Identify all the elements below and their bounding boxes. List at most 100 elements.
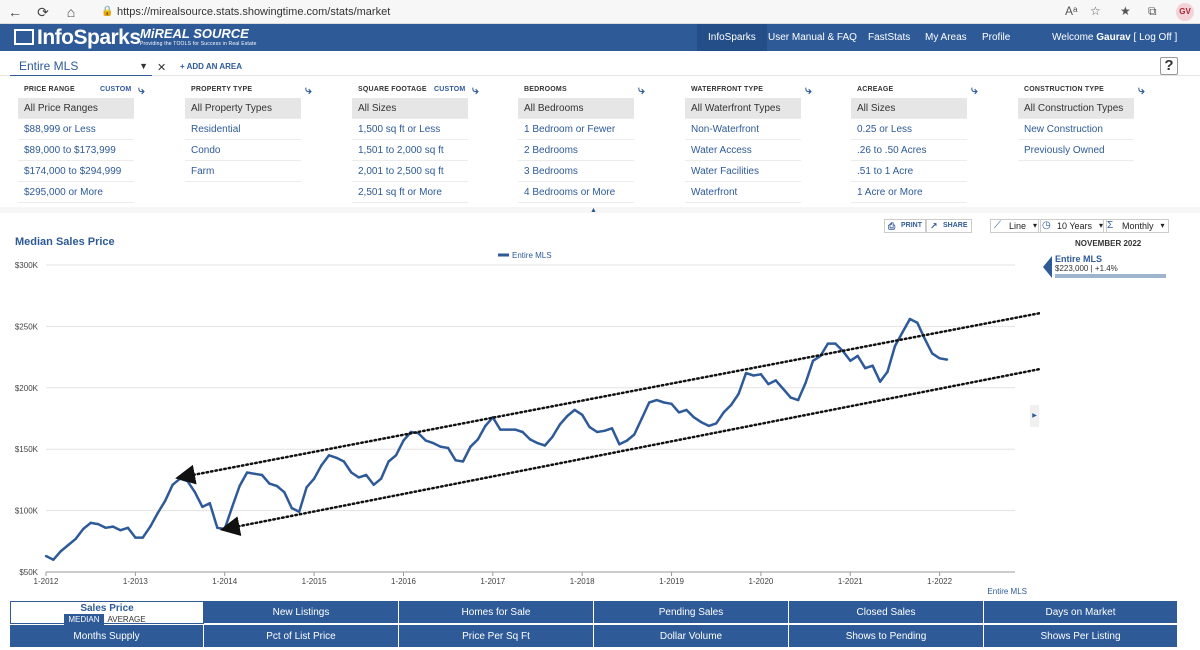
filter-option[interactable]: Farm: [185, 161, 301, 182]
filter-option[interactable]: All Waterfront Types: [685, 98, 801, 119]
data-point[interactable]: [327, 454, 331, 457]
data-point[interactable]: [595, 430, 599, 434]
data-point[interactable]: [849, 359, 852, 362]
area-select[interactable]: Entire MLS ▼: [10, 56, 152, 76]
data-point[interactable]: [625, 439, 629, 442]
metric-tab-shows-per-listing[interactable]: Shows Per Listing: [984, 625, 1178, 648]
collections-icon[interactable]: ⧉: [1148, 4, 1157, 18]
metric-tab-days-on-market[interactable]: Days on Market: [984, 601, 1178, 624]
apply-filter-icon[interactable]: ⤷: [1138, 83, 1145, 97]
data-point[interactable]: [901, 331, 904, 334]
data-point[interactable]: [573, 408, 576, 412]
nav-infosparks[interactable]: InfoSparks: [697, 24, 767, 51]
metric-tab-dollar-volume[interactable]: Dollar Volume: [594, 625, 789, 648]
data-point[interactable]: [126, 526, 130, 529]
data-point[interactable]: [379, 477, 383, 480]
data-point[interactable]: [536, 441, 539, 445]
nav-user-manual[interactable]: User Manual & FAQ: [768, 32, 857, 43]
filter-option[interactable]: Water Facilities: [685, 161, 801, 182]
data-point[interactable]: [238, 484, 241, 488]
data-point[interactable]: [484, 424, 487, 428]
data-point[interactable]: [305, 486, 308, 489]
nav-profile[interactable]: Profile: [982, 32, 1011, 43]
data-point[interactable]: [558, 423, 562, 426]
nav-my-areas[interactable]: My Areas: [925, 32, 967, 43]
data-point[interactable]: [878, 380, 882, 383]
filter-option[interactable]: $89,000 to $173,999: [18, 140, 134, 161]
data-point[interactable]: [253, 472, 256, 475]
data-point[interactable]: [893, 344, 897, 348]
data-point[interactable]: [96, 522, 100, 526]
data-point[interactable]: [729, 403, 733, 407]
apply-filter-icon[interactable]: ⤷: [805, 83, 812, 97]
filter-option[interactable]: 3 Bedrooms: [518, 161, 634, 182]
data-point[interactable]: [700, 420, 703, 424]
filter-option[interactable]: New Construction: [1018, 119, 1134, 140]
data-point[interactable]: [156, 511, 159, 515]
data-point[interactable]: [119, 529, 122, 532]
filter-option[interactable]: All Property Types: [185, 98, 301, 119]
logoff-link[interactable]: [ Log Off ]: [1133, 32, 1178, 43]
data-point[interactable]: [350, 471, 353, 474]
data-point[interactable]: [163, 499, 167, 502]
data-point[interactable]: [275, 484, 279, 488]
data-point[interactable]: [796, 398, 800, 402]
filter-option[interactable]: 1 Bedroom or Fewer: [518, 119, 634, 140]
data-point[interactable]: [245, 471, 249, 474]
data-point[interactable]: [871, 364, 874, 367]
data-point[interactable]: [193, 490, 197, 494]
series-line-entire-mls[interactable]: [45, 317, 948, 561]
data-point[interactable]: [603, 429, 606, 432]
data-point[interactable]: [856, 354, 859, 358]
data-point[interactable]: [74, 537, 77, 541]
add-area-link[interactable]: + ADD AN AREA: [180, 62, 243, 71]
filter-option[interactable]: $88,999 or Less: [18, 119, 134, 140]
back-arrow-icon[interactable]: ←: [8, 4, 22, 20]
custom-filter-link[interactable]: CUSTOM: [100, 86, 132, 93]
data-point[interactable]: [752, 374, 755, 377]
metric-tab-shows-to-pending[interactable]: Shows to Pending: [789, 625, 984, 648]
data-point[interactable]: [201, 505, 204, 509]
metric-tab-months-supply[interactable]: Months Supply: [10, 625, 204, 648]
data-point[interactable]: [551, 435, 554, 439]
address-bar[interactable]: 🔒 https://mirealsource.stats.showingtime…: [95, 2, 1055, 22]
filter-option[interactable]: 1,501 to 2,000 sq ft: [352, 140, 468, 161]
data-point[interactable]: [394, 454, 398, 457]
data-point[interactable]: [506, 428, 509, 431]
filter-option[interactable]: 0.25 or Less: [851, 119, 967, 140]
metric-tab-pct-of-list-price[interactable]: Pct of List Price: [204, 625, 399, 648]
data-point[interactable]: [186, 479, 189, 483]
data-point[interactable]: [297, 510, 301, 514]
share-button[interactable]: ↗ SHARE: [926, 219, 972, 233]
filter-option[interactable]: Residential: [185, 119, 301, 140]
data-point[interactable]: [260, 473, 264, 477]
data-point[interactable]: [141, 536, 145, 539]
favorites-bar-icon[interactable]: ★: [1120, 4, 1131, 18]
data-point[interactable]: [439, 445, 442, 448]
data-point[interactable]: [134, 536, 137, 539]
metric-tab-new-listings[interactable]: New Listings: [204, 601, 399, 624]
data-point[interactable]: [662, 401, 666, 404]
apply-filter-icon[interactable]: ⤷: [638, 83, 645, 97]
filter-option[interactable]: All Construction Types: [1018, 98, 1134, 119]
data-point[interactable]: [543, 444, 547, 447]
data-point[interactable]: [149, 525, 152, 528]
data-point[interactable]: [111, 525, 115, 528]
print-button[interactable]: ⎙ PRINT: [884, 219, 926, 233]
data-point[interactable]: [312, 477, 316, 480]
data-point[interactable]: [886, 370, 889, 374]
data-point[interactable]: [342, 460, 346, 463]
data-point[interactable]: [335, 456, 338, 459]
chart-type-select[interactable]: ⟋ Line ▾: [990, 219, 1042, 233]
data-point[interactable]: [528, 438, 532, 441]
filter-option[interactable]: Waterfront: [685, 182, 801, 203]
data-point[interactable]: [365, 473, 368, 477]
data-point[interactable]: [290, 506, 293, 510]
data-point[interactable]: [424, 439, 427, 442]
data-point[interactable]: [402, 439, 405, 442]
data-point[interactable]: [774, 379, 778, 382]
refresh-icon[interactable]: ⟳: [37, 4, 49, 20]
filter-option[interactable]: .26 to .50 Acres: [851, 140, 967, 161]
data-point[interactable]: [59, 549, 63, 553]
data-point[interactable]: [618, 443, 621, 446]
